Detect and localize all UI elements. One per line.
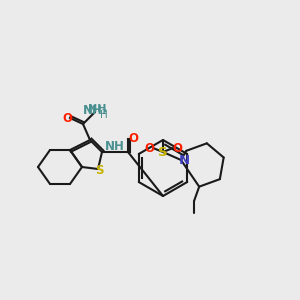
Text: N: N bbox=[178, 154, 190, 166]
Text: NH: NH bbox=[88, 104, 106, 114]
Text: O: O bbox=[128, 133, 138, 146]
Text: NH₂: NH₂ bbox=[82, 103, 107, 116]
Text: H: H bbox=[100, 110, 108, 120]
Text: NH: NH bbox=[105, 140, 125, 154]
Text: O: O bbox=[144, 142, 154, 154]
Text: O: O bbox=[172, 142, 182, 154]
Text: O: O bbox=[62, 112, 72, 125]
Text: S: S bbox=[158, 146, 168, 158]
Text: S: S bbox=[95, 164, 103, 176]
